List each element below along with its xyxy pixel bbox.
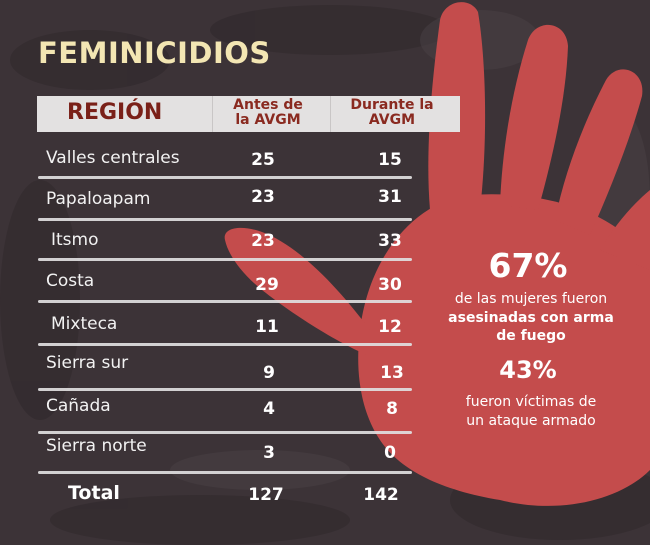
header-antes-line1: Antes de: [233, 97, 303, 113]
row-durante-value: 13: [380, 363, 404, 383]
stat-pct-firearm: 67%: [488, 246, 568, 285]
row-antes-value: 9: [263, 363, 275, 383]
row-durante-value: 33: [378, 231, 402, 251]
total-durante-value: 142: [363, 485, 399, 505]
stat-attack-line1: fueron víctimas de: [465, 394, 597, 410]
row-divider: [38, 343, 412, 346]
row-divider: [38, 218, 412, 221]
stat-pct-attack: 43%: [499, 356, 557, 384]
row-antes-value: 3: [263, 443, 275, 463]
header-antes: Antes de la AVGM: [223, 98, 313, 128]
row-region-label: Sierra norte: [46, 436, 147, 456]
row-divider: [38, 471, 412, 474]
row-antes-value: 29: [255, 275, 279, 295]
row-durante-value: 15: [378, 150, 402, 170]
row-region-label: Papaloapam: [46, 189, 151, 209]
row-divider: [38, 431, 412, 434]
row-divider: [38, 300, 412, 303]
page-title: FEMINICIDIOS: [38, 36, 271, 70]
header-durante-line2: AVGM: [368, 112, 416, 128]
row-durante-value: 8: [386, 399, 398, 419]
row-antes-value: 4: [263, 399, 275, 419]
row-antes-value: 23: [251, 187, 275, 207]
row-divider: [38, 176, 412, 179]
row-region-label: Itsmo: [51, 230, 99, 250]
row-region-label: Sierra sur: [46, 353, 129, 373]
stat-attack-line2: un ataque armado: [466, 413, 596, 429]
total-label: Total: [68, 482, 120, 504]
row-antes-value: 25: [251, 150, 275, 170]
header-antes-line2: la AVGM: [235, 112, 301, 128]
row-region-label: Valles centrales: [46, 148, 180, 168]
stat-firearm-line1: de las mujeres fueron: [454, 291, 608, 307]
row-region-label: Mixteca: [51, 314, 118, 334]
total-antes-value: 127: [248, 485, 284, 505]
stat-firearm-line3: de fuego: [496, 328, 566, 344]
row-durante-value: 30: [378, 275, 402, 295]
row-divider: [38, 388, 412, 391]
header-region: REGIÓN: [67, 100, 163, 125]
stat-firearm-line2: asesinadas con arma: [448, 310, 614, 326]
header-divider: [212, 96, 213, 132]
header-durante: Durante la AVGM: [337, 98, 447, 128]
row-durante-value: 0: [384, 443, 396, 463]
row-antes-value: 11: [255, 317, 279, 337]
row-divider: [38, 258, 412, 261]
header-divider: [330, 96, 331, 132]
row-durante-value: 31: [378, 187, 402, 207]
row-region-label: Costa: [46, 271, 95, 291]
header-durante-line1: Durante la: [350, 97, 434, 113]
row-region-label: Cañada: [46, 396, 111, 416]
row-durante-value: 12: [378, 317, 402, 337]
row-antes-value: 23: [251, 231, 275, 251]
table-header: REGIÓN Antes de la AVGM Durante la AVGM: [37, 96, 460, 132]
